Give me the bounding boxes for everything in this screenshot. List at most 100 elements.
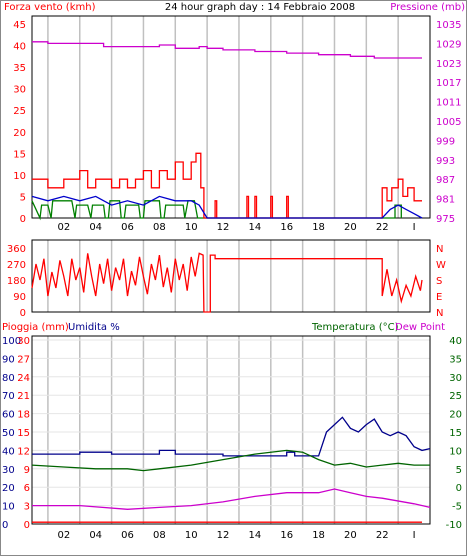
bottom-series (31, 416, 431, 523)
rain-tick-label: 3 (24, 502, 30, 513)
graph-title: 24 hour graph day : 14 Febbraio 2008 (165, 2, 355, 13)
compass-label: W (436, 260, 446, 271)
bottom-grid (32, 336, 430, 525)
wind-tick-label: 30 (13, 85, 26, 96)
humidity-tick-label: 20 (2, 483, 15, 494)
average-wind-series (31, 195, 423, 219)
wind-speed-ticks: 0 5 10 15 20 25 30 35 40 45 (13, 20, 26, 225)
pressure-tick-label: 1005 (436, 117, 461, 128)
temperature-tick-label: -5 (452, 502, 462, 513)
dewpoint-axis-label: Dew Point (395, 322, 445, 333)
humidity-tick-label: 30 (2, 465, 15, 476)
bottom-plot-frame (31, 335, 431, 525)
hour-tick-label: 18 (312, 530, 325, 541)
mid-plot-frame (31, 239, 431, 313)
temperature-tick-label: 20 (449, 410, 462, 421)
temperature-axis-label: Temperatura (°C) (311, 322, 399, 333)
pressure-tick-label: 993 (436, 156, 455, 167)
hour-tick-label: 16 (280, 530, 293, 541)
hour-tick-label: I (413, 530, 416, 541)
humidity-tick-label: 100 (2, 336, 21, 347)
pressure-ticks: 975 981 987 993 999 1005 1011 1017 1023 1029 1035 (436, 20, 461, 225)
hour-tick-label: I (413, 222, 416, 233)
hour-tick-label: 08 (153, 530, 166, 541)
rain-tick-label: 18 (17, 410, 30, 421)
temperature-ticks: -10 -5 0 5 10 15 20 25 30 35 40 (446, 336, 462, 531)
humidity-axis-label: Umidita % (68, 322, 120, 333)
humidity-tick-label: 10 (2, 502, 15, 513)
temperature-tick-label: -10 (446, 520, 462, 531)
rain-tick-label: 15 (17, 428, 30, 439)
hour-tick-label: 22 (376, 222, 389, 233)
rain-tick-label: 27 (17, 354, 30, 365)
humidity-tick-label: 40 (2, 446, 15, 457)
wind-speed-series (32, 152, 422, 219)
direction-degree-ticks: 0 90 180 270 360 (7, 244, 26, 319)
wind-tick-label: 10 (13, 171, 26, 182)
wind-tick-label: 0 (20, 214, 26, 225)
humidity-tick-label: 60 (2, 410, 15, 421)
wind-direction-series (31, 252, 423, 313)
humidity-tick-label: 50 (2, 428, 15, 439)
rain-tick-label: 9 (24, 465, 30, 476)
wind-tick-label: 35 (13, 63, 26, 74)
hour-tick-label: 02 (57, 530, 70, 541)
direction-tick-label: 360 (7, 244, 26, 255)
hour-tick-label: 18 (312, 222, 325, 233)
wind-tick-label: 15 (13, 149, 26, 160)
compass-label: E (436, 292, 442, 303)
hour-tick-label: 22 (376, 530, 389, 541)
wind-tick-label: 20 (13, 128, 26, 139)
hour-tick-label: 20 (344, 530, 357, 541)
humidity-tick-label: 80 (2, 373, 15, 384)
temperature-tick-label: 40 (449, 336, 462, 347)
direction-tick-label: 90 (13, 292, 26, 303)
pressure-tick-label: 987 (436, 175, 455, 186)
wind-tick-label: 25 (13, 106, 26, 117)
humidity-series (32, 416, 431, 457)
hour-tick-label: 04 (89, 530, 102, 541)
direction-tick-label: 270 (7, 260, 26, 271)
temperature-tick-label: 10 (449, 446, 462, 457)
hour-tick-label: 06 (121, 530, 134, 541)
temperature-series (31, 449, 430, 472)
compass-label: N (436, 308, 443, 319)
hour-tick-label: 12 (217, 222, 230, 233)
temperature-tick-label: 35 (449, 354, 462, 365)
temperature-tick-label: 15 (449, 428, 462, 439)
pressure-series (32, 41, 422, 59)
pressure-tick-label: 1023 (436, 59, 461, 70)
hour-tick-label: 14 (249, 530, 262, 541)
wind-axis-label: Forza vento (kmh) (4, 2, 96, 13)
rain-tick-label: 6 (24, 483, 30, 494)
temperature-tick-label: 30 (449, 373, 462, 384)
pressure-tick-label: 1011 (436, 98, 461, 109)
pressure-tick-label: 1017 (436, 78, 461, 89)
hour-tick-label: 14 (249, 222, 262, 233)
humidity-ticks: 0 10 20 30 40 50 60 70 80 90 100 (2, 336, 21, 531)
humidity-tick-label: 90 (2, 354, 15, 365)
hour-tick-label: 16 (280, 222, 293, 233)
temperature-tick-label: 25 (449, 391, 462, 402)
rain-ticks: 0 3 6 9 12 15 18 21 24 27 30 (17, 336, 30, 531)
hour-tick-label: 04 (89, 222, 102, 233)
rain-tick-label: 0 (24, 520, 30, 531)
mid-grid (47, 240, 399, 312)
compass-label: S (436, 276, 442, 287)
hour-tick-label: 10 (185, 530, 198, 541)
hour-tick-label: 08 (153, 222, 166, 233)
humidity-tick-label: 70 (2, 391, 15, 402)
hour-tick-label: 10 (185, 222, 198, 233)
dew-point-series (32, 488, 431, 510)
rain-tick-label: 21 (17, 391, 30, 402)
hour-tick-label: 20 (344, 222, 357, 233)
rain-tick-label: 24 (17, 373, 30, 384)
humidity-tick-label: 0 (2, 520, 8, 531)
top-hour-ticks: 02 04 06 08 10 12 14 16 18 20 22 I (57, 222, 415, 233)
wind-tick-label: 5 (20, 192, 26, 203)
bottom-hour-ticks: 02 04 06 08 10 12 14 16 18 20 22 I (57, 530, 415, 541)
hour-tick-label: 02 (57, 222, 70, 233)
rain-tick-label: 12 (17, 446, 30, 457)
